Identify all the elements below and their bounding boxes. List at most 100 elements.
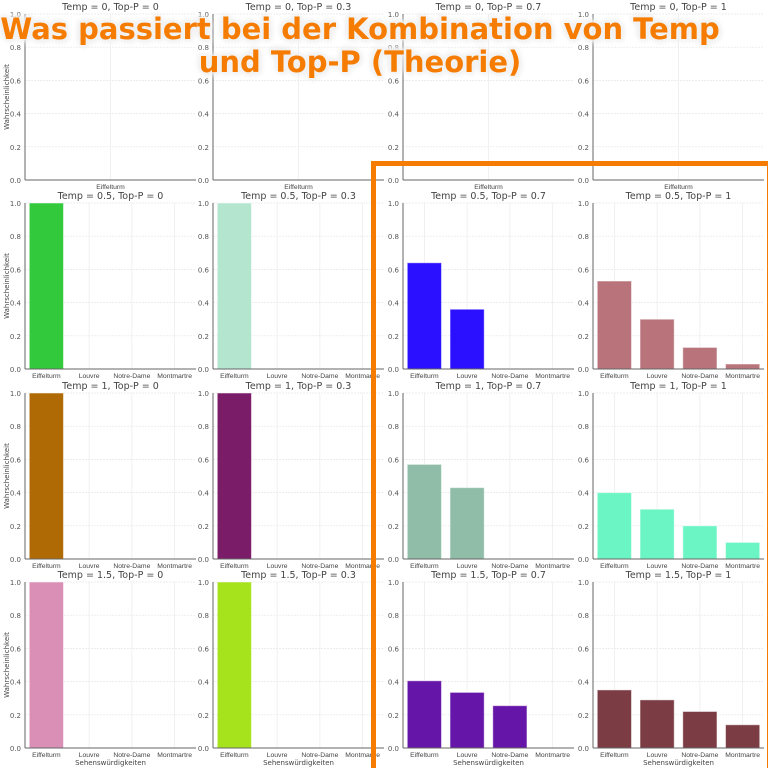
x-tick-label: Notre-Dame bbox=[681, 563, 718, 570]
subplot: Temp = 0, Top-P = 0 0.0 0.2 0.4 0.6 0.8 1.0 Eif… bbox=[3, 2, 196, 191]
bar bbox=[216, 202, 252, 370]
x-tick-label: Louvre bbox=[79, 752, 100, 759]
y-tick-label: 0.6 bbox=[10, 645, 22, 653]
x-tick-label: Montmartre bbox=[345, 563, 380, 570]
x-tick-label: Louvre bbox=[267, 373, 288, 380]
y-tick-label: 0.6 bbox=[198, 266, 210, 274]
y-tick-label: 1.0 bbox=[198, 11, 209, 19]
y-tick-label: 0.8 bbox=[388, 423, 399, 431]
y-tick-label: 0.2 bbox=[388, 523, 399, 531]
x-tick-label: Notre-Dame bbox=[113, 752, 150, 759]
y-tick-label: 1.0 bbox=[10, 579, 21, 587]
y-tick-label: 0.0 bbox=[388, 177, 399, 185]
subplot: Temp = 1, Top-P = 0.3 0.0 0.2 0.4 0.6 0.8 1.0 E… bbox=[198, 381, 384, 570]
subplot-title: Temp = 1, Top-P = 0 bbox=[61, 381, 159, 392]
bar bbox=[28, 392, 64, 560]
x-tick-label: Montmartre bbox=[725, 563, 760, 570]
y-tick-label: 0.6 bbox=[10, 77, 22, 85]
subplot: Temp = 1.5, Top-P = 0 0.0 0.2 0.4 0.6 0.8 1.0 E… bbox=[3, 570, 196, 767]
bar bbox=[639, 318, 675, 370]
x-tick-label: Eiffelturm bbox=[32, 563, 61, 570]
y-tick-label: 0.8 bbox=[198, 612, 209, 620]
y-tick-label: 1.0 bbox=[198, 390, 209, 398]
y-tick-label: 0.8 bbox=[388, 233, 399, 241]
y-tick-label: 1.0 bbox=[578, 11, 589, 19]
y-tick-label: 0.4 bbox=[388, 300, 400, 308]
y-tick-label: 1.0 bbox=[198, 579, 209, 587]
subplot-title: Temp = 0.5, Top-P = 0 bbox=[57, 191, 164, 202]
subplot-title: Temp = 0.5, Top-P = 1 bbox=[625, 191, 732, 202]
x-tick-label: Montmartre bbox=[157, 373, 192, 380]
y-tick-label: 0.8 bbox=[10, 612, 21, 620]
y-tick-label: 0.4 bbox=[388, 679, 400, 687]
x-tick-label: Montmartre bbox=[725, 752, 760, 759]
headline-line-2: und Top-P (Theorie) bbox=[198, 45, 522, 79]
x-tick-label: Eiffelturm bbox=[32, 373, 61, 380]
y-tick-label: 0.2 bbox=[578, 144, 589, 152]
subplot: Temp = 0.5, Top-P = 0.3 0.0 0.2 0.4 0.6 0.8 1.… bbox=[198, 191, 384, 380]
y-tick-label: 0.0 bbox=[198, 177, 209, 185]
y-tick-label: 0.4 bbox=[578, 111, 590, 119]
y-tick-label: 0.0 bbox=[198, 745, 209, 753]
bar bbox=[449, 487, 485, 560]
subplot: Temp = 0, Top-P = 1 0.0 0.2 0.4 0.6 0.8 1.0 Eif… bbox=[578, 2, 764, 191]
subplot-title: Temp = 1, Top-P = 0.3 bbox=[245, 381, 352, 392]
y-tick-label: 0.2 bbox=[10, 712, 21, 720]
subplot-title: Temp = 0.5, Top-P = 0.7 bbox=[430, 191, 546, 202]
x-axis-label: Sehenswürdigkeiten bbox=[643, 759, 714, 767]
x-tick-label: Montmartre bbox=[535, 752, 570, 759]
bar bbox=[216, 581, 252, 749]
x-tick-label: Montmartre bbox=[345, 752, 380, 759]
bar bbox=[492, 705, 528, 749]
y-tick-label: 0.0 bbox=[10, 177, 21, 185]
x-tick-label: Eiffelturm bbox=[284, 184, 313, 191]
y-tick-label: 0.4 bbox=[198, 490, 210, 498]
x-axis-label: Sehenswürdigkeiten bbox=[75, 759, 146, 767]
y-tick-label: 0.0 bbox=[388, 745, 399, 753]
bar bbox=[406, 262, 442, 370]
x-tick-label: Eiffelturm bbox=[220, 752, 249, 759]
y-tick-label: 0.8 bbox=[578, 423, 589, 431]
y-tick-label: 0.4 bbox=[388, 490, 400, 498]
y-tick-label: 0.0 bbox=[10, 556, 21, 564]
y-tick-label: 1.0 bbox=[10, 200, 21, 208]
y-tick-label: 0.2 bbox=[10, 144, 21, 152]
y-tick-label: 0.6 bbox=[578, 456, 590, 464]
y-tick-label: 0.2 bbox=[388, 712, 399, 720]
x-tick-label: Eiffelturm bbox=[600, 752, 629, 759]
x-tick-label: Louvre bbox=[79, 373, 100, 380]
y-tick-label: 0.8 bbox=[10, 44, 21, 52]
subplot: Temp = 0.5, Top-P = 0 0.0 0.2 0.4 0.6 0.8 1.0 E… bbox=[3, 191, 196, 380]
y-tick-label: 0.0 bbox=[388, 366, 399, 374]
subplot: Temp = 1, Top-P = 0.7 0.0 0.2 0.4 0.6 0.8 1.0 E… bbox=[388, 381, 574, 570]
subplot: Temp = 1.5, Top-P = 0.3 0.0 0.2 0.4 0.6 0.8 1.… bbox=[198, 570, 384, 767]
y-tick-label: 0.4 bbox=[198, 679, 210, 687]
x-tick-label: Eiffelturm bbox=[220, 563, 249, 570]
bar bbox=[28, 581, 64, 749]
y-tick-label: 0.8 bbox=[10, 423, 21, 431]
y-tick-label: 0.4 bbox=[578, 300, 590, 308]
y-tick-label: 1.0 bbox=[388, 390, 399, 398]
x-tick-label: Eiffelturm bbox=[96, 184, 125, 191]
y-tick-label: 0.6 bbox=[388, 266, 400, 274]
y-tick-label: 0.8 bbox=[198, 44, 209, 52]
x-tick-label: Eiffelturm bbox=[32, 752, 61, 759]
x-tick-label: Eiffelturm bbox=[474, 184, 503, 191]
y-tick-label: 0.0 bbox=[10, 745, 21, 753]
y-tick-label: 0.2 bbox=[10, 333, 21, 341]
bar bbox=[449, 308, 485, 370]
x-tick-label: Louvre bbox=[79, 563, 100, 570]
y-tick-label: 0.2 bbox=[198, 144, 209, 152]
x-tick-label: Louvre bbox=[267, 563, 288, 570]
x-tick-label: Eiffelturm bbox=[600, 563, 629, 570]
x-axis-label: Sehenswürdigkeiten bbox=[453, 759, 524, 767]
y-tick-label: 0.0 bbox=[10, 366, 21, 374]
y-tick-label: 1.0 bbox=[578, 390, 589, 398]
y-tick-label: 0.0 bbox=[578, 366, 589, 374]
x-tick-label: Louvre bbox=[457, 752, 478, 759]
bar bbox=[449, 691, 485, 749]
x-tick-label: Montmartre bbox=[725, 373, 760, 380]
subplot-title: Temp = 1.5, Top-P = 0.3 bbox=[240, 570, 356, 581]
x-tick-label: Notre-Dame bbox=[681, 752, 718, 759]
